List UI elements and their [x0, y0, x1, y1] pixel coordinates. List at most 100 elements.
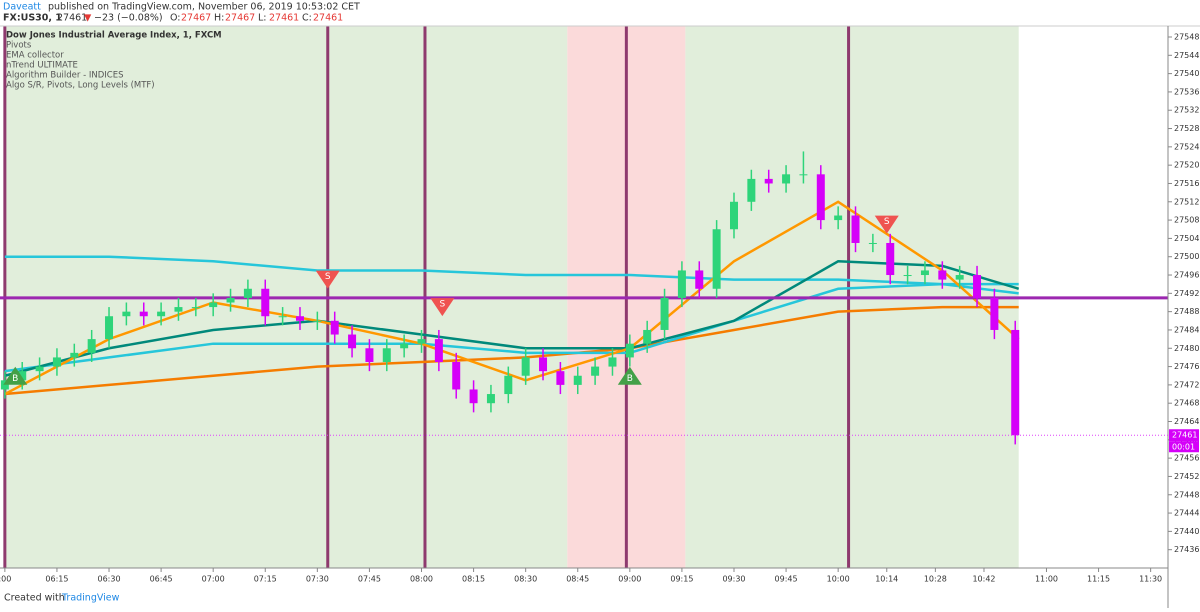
countdown-label: 00:01	[1172, 443, 1195, 452]
ohlc-label: H:	[214, 13, 224, 24]
candle-body	[87, 339, 96, 353]
candle-body	[990, 297, 999, 330]
footer-created: Created with	[4, 593, 65, 604]
candle-body	[0, 380, 9, 390]
signal-label: S	[439, 300, 445, 310]
published: published on TradingView.com, November 0…	[48, 2, 360, 13]
x-tick-label: 10:42	[972, 575, 995, 584]
y-tick-label: 27468	[1174, 399, 1199, 408]
indicator-name: nTrend ULTIMATE	[6, 61, 78, 71]
author[interactable]: Daveatt	[3, 2, 41, 13]
indicator-name: Pivots	[6, 41, 32, 51]
candle-body	[920, 270, 929, 276]
indicator-line	[4, 255, 1019, 286]
x-tick-label: 08:30	[514, 575, 537, 584]
price-tag	[1169, 429, 1199, 442]
candle-body	[747, 178, 756, 202]
y-tick-label: 27504	[1174, 234, 1199, 243]
x-tick-label: 09:00	[618, 575, 641, 584]
signal-label: S	[884, 217, 890, 227]
y-tick-label: 27476	[1174, 362, 1199, 371]
candle-body	[486, 394, 495, 404]
candle-body	[417, 339, 426, 344]
x-tick-label: :00	[0, 575, 11, 584]
candle-body	[243, 288, 252, 298]
indicator-line	[4, 260, 1020, 377]
x-tick-label: 08:45	[566, 575, 589, 584]
y-tick-label: 27516	[1174, 179, 1199, 188]
candle-body	[677, 270, 686, 298]
candle-body	[782, 174, 791, 184]
candle-body	[938, 270, 947, 280]
candle-body	[573, 375, 582, 385]
y-tick-label: 27540	[1174, 69, 1199, 78]
ohlc-value: 27461	[313, 13, 343, 24]
y-tick-label: 27520	[1174, 161, 1199, 170]
candle-body	[973, 275, 982, 298]
x-tick-label: 06:15	[45, 575, 68, 584]
x-tick-label: 07:15	[254, 575, 277, 584]
candle-body	[313, 320, 322, 322]
signal-label: B	[12, 374, 18, 384]
x-tick-label: 08:15	[462, 575, 485, 584]
y-tick-label: 27464	[1174, 417, 1199, 426]
ohlc-label: C:	[302, 13, 312, 24]
candle-body	[348, 334, 357, 349]
candle-body	[625, 343, 634, 358]
candle-body	[278, 316, 287, 318]
x-tick-label: 11:00	[1035, 575, 1058, 584]
signal-label: B	[627, 374, 633, 384]
candle-body	[261, 288, 270, 317]
y-tick-label: 27452	[1174, 472, 1199, 481]
y-tick-label: 27500	[1174, 252, 1199, 261]
candle-body	[400, 343, 409, 349]
x-tick-label: 07:00	[202, 575, 225, 584]
candle-body	[122, 311, 131, 317]
y-tick-label: 27484	[1174, 325, 1199, 334]
candle-body	[834, 215, 843, 221]
candle-body	[209, 302, 218, 308]
price-tag-label: 27461	[1172, 431, 1197, 440]
y-tick-label: 27544	[1174, 51, 1199, 60]
candle-body	[52, 357, 61, 367]
candle-body	[764, 178, 773, 184]
candle-body	[539, 357, 548, 372]
candle-body	[70, 352, 79, 358]
x-tick-label: 09:30	[722, 575, 745, 584]
x-tick-label: 08:00	[410, 575, 433, 584]
y-tick-label: 27488	[1174, 307, 1199, 316]
candle-body	[799, 174, 808, 176]
y-tick-label: 27528	[1174, 124, 1199, 133]
y-tick-label: 27496	[1174, 271, 1199, 280]
x-tick-label: 09:45	[775, 575, 798, 584]
candle-body	[1011, 329, 1020, 436]
plot-area: B S S B S	[0, 26, 1168, 568]
candle-body	[157, 311, 166, 317]
x-tick-label: 09:15	[670, 575, 693, 584]
candle-body	[139, 311, 148, 317]
signal-marker	[430, 298, 455, 317]
signal-marker	[315, 270, 340, 289]
candle-body	[35, 366, 44, 372]
candle-body	[434, 339, 443, 363]
x-tick-label: 07:45	[358, 575, 381, 584]
candle-body	[191, 307, 200, 309]
ohlc-label: O:	[170, 13, 181, 24]
y-tick-label: 27512	[1174, 197, 1199, 206]
countdown-tag	[1169, 441, 1199, 453]
change: −23 (−0.08%)	[94, 13, 163, 24]
candle-body	[556, 371, 565, 385]
candle-body	[660, 297, 669, 330]
indicator-name: EMA collector	[6, 51, 64, 61]
footer-brand[interactable]: TradingView	[61, 593, 120, 604]
candle-body	[330, 320, 339, 335]
candle-body	[105, 316, 114, 340]
y-tick-label: 27492	[1174, 289, 1199, 298]
last: 27461	[57, 13, 87, 24]
ohlc-value: 27467	[225, 13, 255, 24]
ohlc-label: L:	[258, 13, 267, 24]
y-tick-label: 27440	[1174, 527, 1199, 536]
signal-label: S	[325, 272, 331, 282]
y-tick-label: 27536	[1174, 87, 1199, 96]
